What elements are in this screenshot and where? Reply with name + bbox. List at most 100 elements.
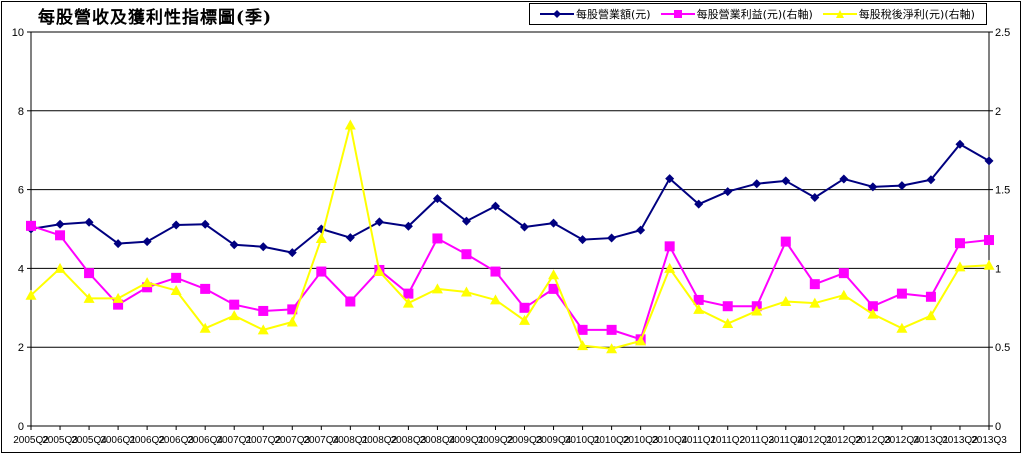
y2-tick-label: 1.5 — [995, 185, 1010, 197]
legend-swatch-revenue — [540, 10, 574, 18]
point-marker — [896, 288, 907, 299]
x-tick-label: 2007Q3 — [274, 435, 310, 446]
chart-legend: 每股營業額(元) 每股營業利益(元)(右軸) 每股稅後淨利(元)(右軸) — [529, 3, 987, 25]
point-marker — [199, 322, 211, 333]
point-marker — [228, 310, 240, 321]
point-marker — [520, 222, 530, 232]
point-marker — [983, 259, 995, 270]
y2-tick-label: 2.5 — [995, 27, 1010, 39]
point-marker — [781, 176, 791, 186]
point-marker — [693, 294, 704, 305]
x-tick-label: 2012Q2 — [826, 435, 862, 446]
legend-label-revenue: 每股營業額(元) — [576, 8, 651, 21]
point-marker — [664, 262, 676, 273]
point-marker — [403, 221, 413, 231]
x-tick-label: 2009Q4 — [536, 435, 572, 446]
series-line-0 — [30, 143, 990, 254]
point-marker — [925, 291, 936, 302]
point-marker — [809, 297, 821, 308]
point-marker — [25, 289, 37, 300]
point-marker — [490, 266, 501, 277]
x-tick-label: 2006Q2 — [129, 435, 165, 446]
x-tick-label: 2007Q4 — [304, 435, 340, 446]
x-tick-label: 2011Q2 — [710, 435, 745, 446]
point-marker — [432, 194, 442, 204]
x-tick-label: 2007Q2 — [245, 435, 281, 446]
y-tick-label: 10 — [12, 27, 24, 39]
point-marker — [636, 225, 646, 235]
point-marker — [723, 187, 733, 197]
point-marker — [461, 249, 472, 260]
point-marker — [693, 303, 705, 314]
point-marker — [838, 289, 850, 300]
x-tick-label: 2006Q4 — [187, 435, 223, 446]
x-tick-label: 2008Q1 — [333, 435, 369, 446]
x-tick-label: 2013Q3 — [971, 435, 1007, 446]
x-tick-label: 2010Q1 — [565, 435, 601, 446]
x-tick-label: 2005Q4 — [71, 435, 107, 446]
series-line-2 — [30, 123, 990, 350]
point-marker — [55, 219, 65, 229]
x-tick-label: 2005Q2 — [13, 435, 49, 446]
point-marker — [722, 318, 734, 329]
y2-tick-label: 0.5 — [995, 342, 1010, 354]
x-tick-label: 2013Q1 — [913, 435, 949, 446]
x-tick-label: 2006Q3 — [158, 435, 194, 446]
point-marker — [926, 175, 936, 185]
point-marker — [780, 236, 791, 247]
y2-tick-label: 0 — [995, 421, 1001, 433]
point-marker — [752, 179, 762, 189]
point-marker — [142, 237, 152, 247]
point-marker — [548, 269, 560, 280]
point-marker — [954, 261, 966, 272]
point-marker — [722, 301, 733, 312]
legend-label-net-income: 每股稅後淨利(元)(右軸) — [858, 8, 975, 21]
x-tick-label: 2008Q3 — [391, 435, 427, 446]
x-tick-label: 2010Q2 — [594, 435, 630, 446]
point-marker — [954, 238, 965, 249]
point-marker — [548, 283, 559, 294]
point-marker — [431, 283, 443, 294]
legend-swatch-operating-income — [660, 10, 695, 18]
point-marker — [606, 324, 617, 335]
point-marker — [490, 201, 500, 211]
x-tick-label: 2009Q3 — [507, 435, 543, 446]
x-tick-label: 2005Q3 — [42, 435, 78, 446]
point-marker — [867, 308, 879, 319]
point-marker — [287, 304, 298, 315]
point-marker — [229, 299, 240, 310]
chart-title: 每股營收及獲利性指標圖(季) — [38, 8, 273, 28]
point-marker — [374, 217, 384, 227]
point-marker — [549, 218, 559, 228]
y-tick-label: 6 — [18, 185, 24, 197]
x-tick-label: 2012Q1 — [797, 435, 833, 446]
point-marker — [171, 220, 181, 230]
point-marker — [26, 220, 36, 231]
point-marker — [665, 174, 675, 184]
point-marker — [258, 242, 268, 252]
point-marker — [578, 235, 588, 245]
legend-label-operating-income: 每股營業利益(元)(右軸) — [696, 8, 813, 21]
point-marker — [461, 216, 471, 226]
point-marker — [171, 272, 182, 283]
legend-item-operating-income: 每股營業利益(元)(右軸) — [660, 6, 813, 22]
x-tick-label: 2013Q2 — [942, 435, 978, 446]
point-marker — [694, 199, 704, 209]
point-marker — [200, 219, 210, 229]
point-marker — [83, 292, 95, 303]
x-tick-label: 2008Q2 — [362, 435, 398, 446]
point-marker — [316, 266, 327, 277]
y-tick-label: 2 — [18, 342, 24, 354]
point-marker — [258, 305, 269, 316]
point-marker — [838, 268, 849, 279]
point-marker — [286, 316, 298, 327]
point-marker — [84, 268, 95, 279]
point-marker — [200, 283, 211, 294]
point-marker — [810, 192, 820, 202]
y2-tick-label: 2 — [995, 106, 1001, 118]
point-marker — [984, 235, 994, 246]
point-marker — [432, 233, 443, 244]
point-marker — [345, 233, 355, 243]
point-marker — [170, 284, 182, 295]
